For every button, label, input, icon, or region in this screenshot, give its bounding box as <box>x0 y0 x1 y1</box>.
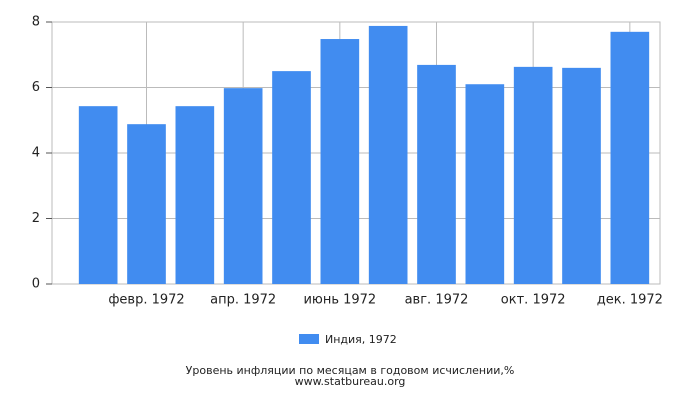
bar <box>417 64 456 284</box>
bar <box>320 39 360 284</box>
x-tick-label: дек. 1972 <box>597 293 663 308</box>
bar <box>610 31 650 285</box>
bar <box>513 66 553 285</box>
bar <box>127 124 166 285</box>
bar <box>272 71 311 284</box>
bar <box>465 84 505 284</box>
source: www.statbureau.org <box>295 375 406 388</box>
x-tick-label: авг. 1972 <box>405 293 469 308</box>
y-tick-label: 4 <box>32 146 40 161</box>
bar <box>562 67 601 284</box>
legend-label: Индия, 1972 <box>325 333 397 346</box>
bar <box>78 106 118 284</box>
x-tick-label: окт. 1972 <box>501 293 566 308</box>
x-tick-label: июнь 1972 <box>303 293 376 308</box>
y-tick-label: 8 <box>32 15 40 30</box>
legend-swatch <box>299 334 319 344</box>
y-tick-label: 0 <box>32 277 40 292</box>
bar <box>175 106 215 284</box>
y-tick-label: 6 <box>32 80 40 95</box>
bar <box>223 88 263 284</box>
x-axis-label: Уровень инфляции по месяцам в годовом ис… <box>186 364 515 377</box>
bar <box>368 25 408 285</box>
x-tick-label: апр. 1972 <box>210 293 276 308</box>
y-tick-label: 2 <box>32 211 40 226</box>
x-tick-label: февр. 1972 <box>108 293 184 308</box>
